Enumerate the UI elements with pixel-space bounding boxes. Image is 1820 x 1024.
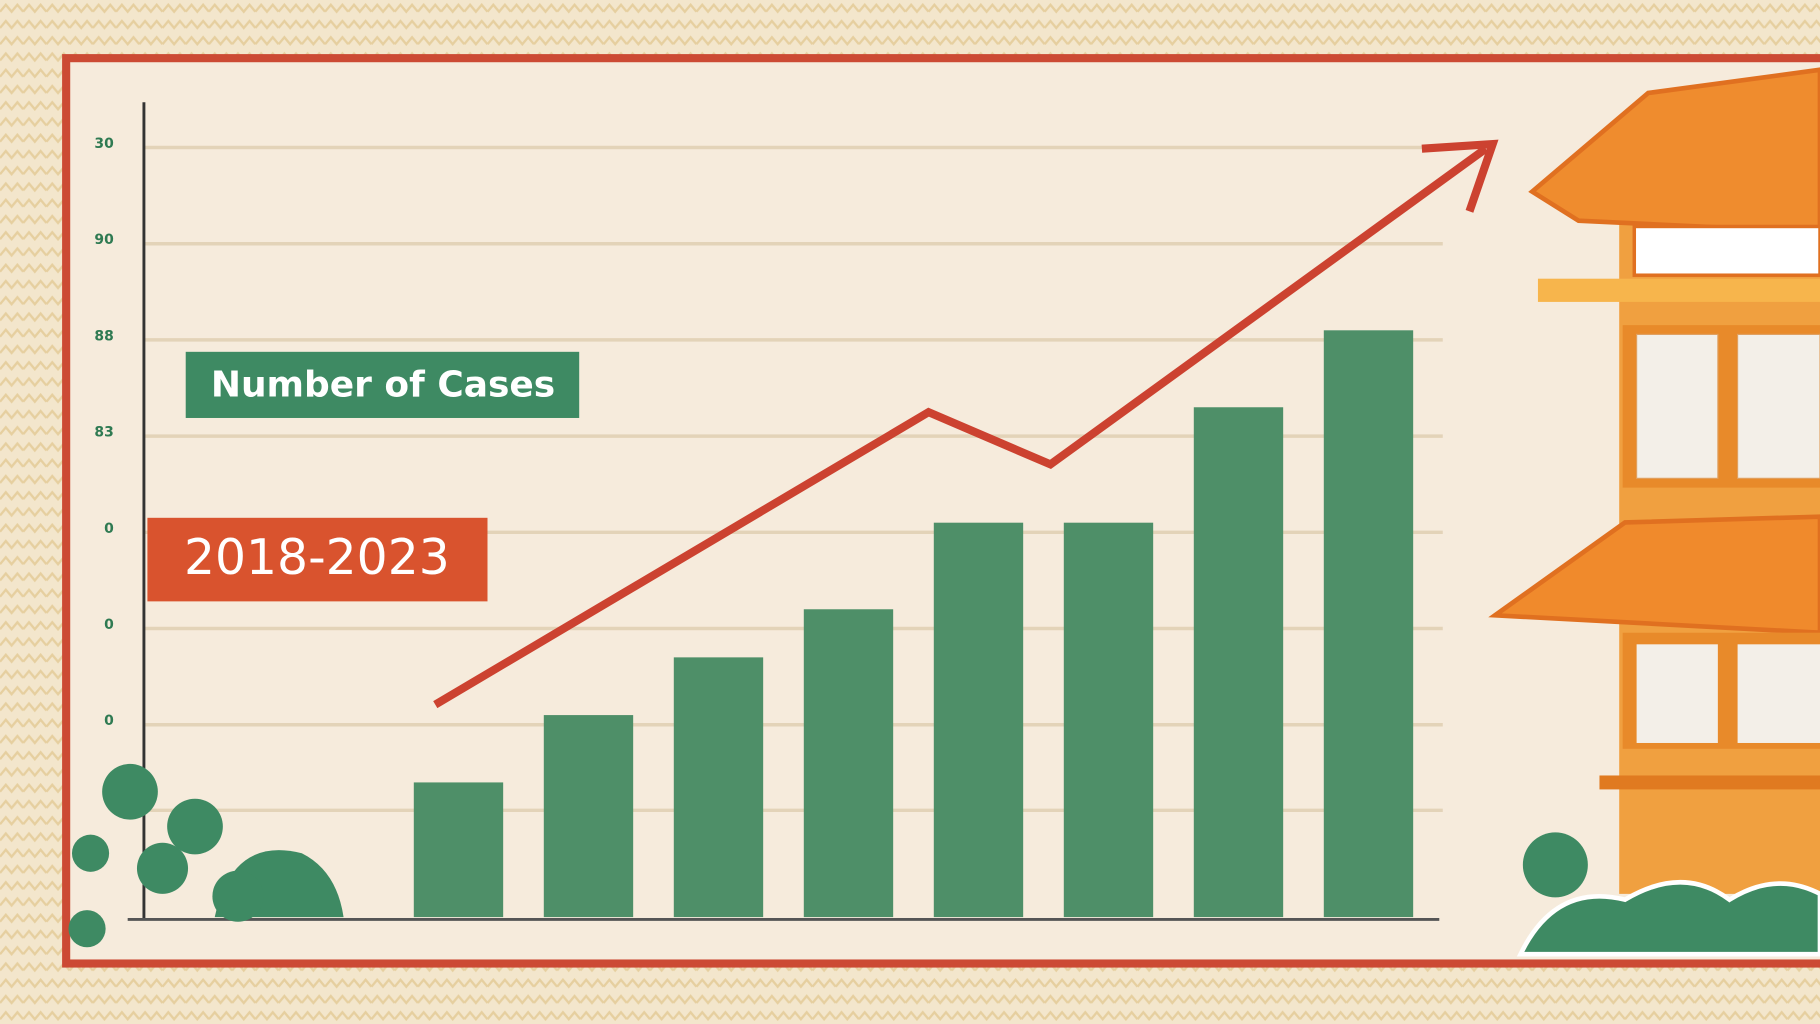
bar [543, 715, 634, 918]
label: Number of Cases [211, 365, 555, 406]
label: 2018-2023 [184, 530, 450, 586]
bar [933, 522, 1024, 918]
bar [1193, 407, 1284, 918]
arrow-head [1421, 139, 1499, 213]
label-box [185, 351, 580, 418]
trend-arrow [433, 145, 1489, 709]
y-tick-label: 88 [94, 328, 113, 344]
y-tick-label: 30 [94, 136, 114, 152]
bar [413, 782, 504, 918]
y-tick-label: 0 [104, 617, 114, 633]
y-tick-label: 0 [104, 521, 114, 537]
trees [68, 763, 344, 948]
bars [413, 330, 1414, 918]
bar [1063, 522, 1154, 918]
y-tick-label: 83 [94, 425, 113, 441]
y-tick-label: 0 [104, 713, 114, 729]
pagoda [1488, 67, 1820, 957]
y-tick-label: 90 [94, 232, 114, 248]
label-box [147, 517, 488, 602]
bar [673, 657, 764, 918]
bar [803, 609, 894, 918]
bar [1323, 330, 1414, 918]
